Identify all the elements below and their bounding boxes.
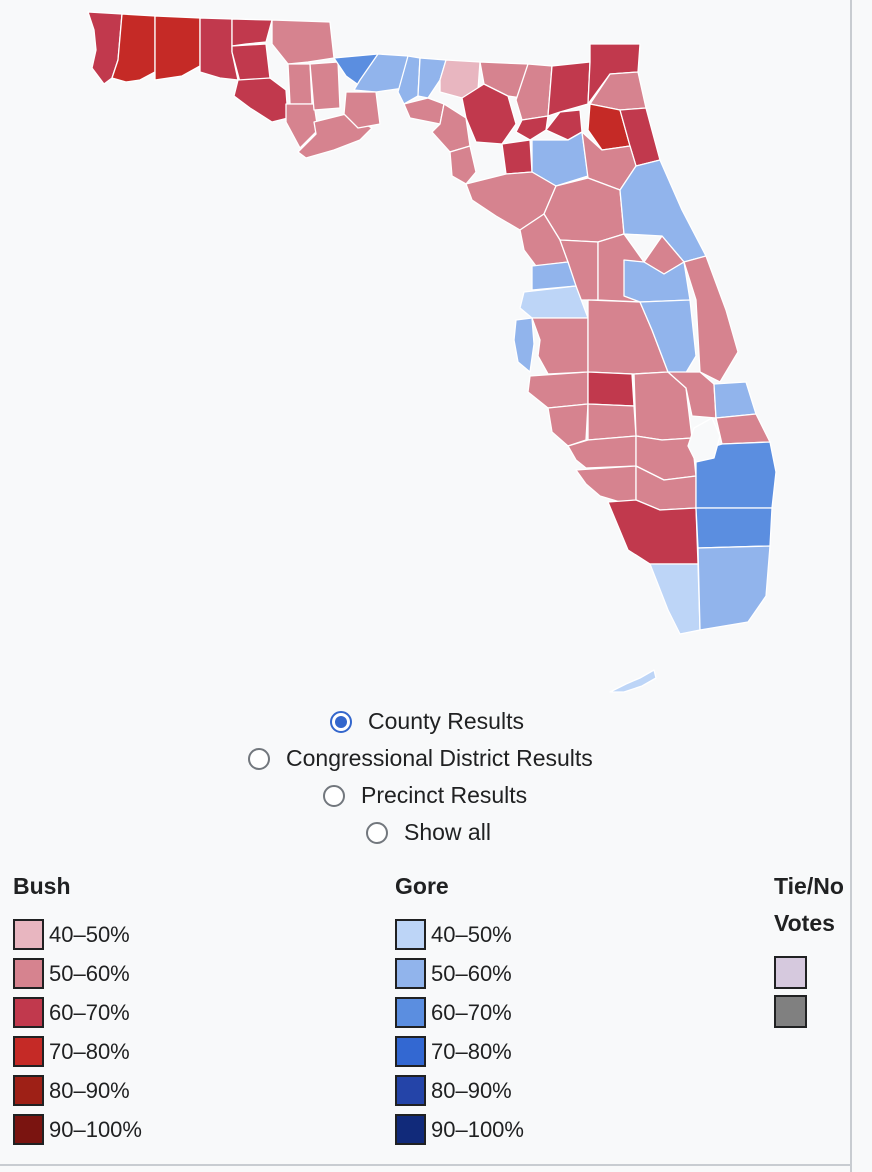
legend-swatch: [395, 1075, 426, 1106]
county-results-label: County Results: [368, 708, 524, 734]
county-st-lucie-martin: [715, 413, 771, 445]
legend-swatch: [13, 919, 44, 950]
county-wakulla: [343, 91, 381, 129]
legend-gore-item: 80–90%: [395, 1071, 524, 1110]
legend-gore-label: 80–90%: [431, 1077, 512, 1103]
county-gulf: [285, 103, 319, 149]
legend-bush-item: 90–100%: [13, 1110, 142, 1149]
county-dixie: [449, 145, 477, 185]
legend-tie-title-line1: Tie/No: [774, 873, 844, 899]
frame-border-bottom: [0, 1164, 852, 1166]
county-liberty: [309, 61, 341, 111]
legend-bush-label: 60–70%: [49, 999, 130, 1025]
legend-gore-label: 60–70%: [431, 999, 512, 1025]
county-pinellas: [513, 317, 535, 373]
legend-swatch: [13, 1036, 44, 1067]
legend-bush-item: 50–60%: [13, 954, 142, 993]
county-union: [515, 115, 549, 141]
county-calhoun: [287, 63, 313, 105]
county-hernando: [531, 261, 577, 291]
county-madison: [417, 57, 447, 99]
florida-county-results-map: [87, 11, 777, 693]
legend-gore-title: Gore: [395, 873, 449, 899]
legend-gore-item: 40–50%: [395, 915, 524, 954]
county-jefferson: [397, 55, 421, 105]
county-sumter: [559, 239, 599, 301]
show-all-option[interactable]: Show all: [366, 819, 491, 846]
legend-gore-label: 70–80%: [431, 1038, 512, 1064]
legend-tie: Tie/No Votes: [774, 868, 844, 1031]
county-monroe-mainland: [649, 563, 701, 635]
county-bay: [233, 77, 289, 123]
legend-bush-item: 80–90%: [13, 1071, 142, 1110]
legend-gore-label: 50–60%: [431, 960, 512, 986]
legend-tie-title-line2: Votes: [774, 910, 835, 936]
legend-bush-label: 90–100%: [49, 1116, 142, 1142]
county-taylor: [403, 97, 445, 125]
legend-swatch: [774, 956, 807, 989]
county-hardee: [587, 371, 635, 407]
county-broward: [695, 507, 773, 549]
legend-swatch: [395, 1114, 426, 1145]
legend-bush-label: 80–90%: [49, 1077, 130, 1103]
precinct-results-radio[interactable]: [323, 784, 345, 807]
show-all-radio[interactable]: [366, 821, 388, 844]
legend-swatch: [774, 995, 807, 1028]
county-lee: [575, 465, 637, 503]
legend-swatch: [395, 997, 426, 1028]
legend-gore-label: 90–100%: [431, 1116, 524, 1142]
legend-novotes-item: [774, 992, 844, 1031]
congressional-district-option[interactable]: Congressional District Results: [248, 745, 593, 772]
legend-gore-label: 40–50%: [431, 921, 512, 947]
legend-swatch: [395, 1036, 426, 1067]
county-columbia: [479, 61, 529, 99]
lake-okeechobee: [687, 417, 721, 463]
county-collier: [607, 499, 699, 565]
legend-bush-item: 60–70%: [13, 993, 142, 1032]
congressional-district-label: Congressional District Results: [286, 745, 593, 771]
precinct-results-label: Precinct Results: [361, 782, 528, 808]
county-brevard: [683, 255, 739, 383]
county-results-option[interactable]: County Results: [330, 708, 524, 735]
county-holmes: [231, 18, 273, 47]
county-jackson: [271, 19, 335, 65]
legend-gore-item: 50–60%: [395, 954, 524, 993]
legend-bush: Bush 40–50% 50–60% 60–70% 70–80% 80–90% …: [13, 868, 142, 1149]
legend-tie-item: [774, 953, 844, 992]
county-okaloosa: [154, 15, 201, 81]
county-sarasota: [547, 403, 589, 447]
county-indian-river: [713, 381, 757, 419]
legend-swatch: [13, 997, 44, 1028]
legend-swatch: [395, 919, 426, 950]
county-bradford: [545, 109, 583, 141]
legend-swatch: [13, 1075, 44, 1106]
legend-bush-label: 50–60%: [49, 960, 130, 986]
county-orange: [623, 259, 691, 303]
precinct-results-option[interactable]: Precinct Results: [323, 782, 527, 809]
legend-bush-item: 40–50%: [13, 915, 142, 954]
legend-bush-item: 70–80%: [13, 1032, 142, 1071]
legend-bush-title: Bush: [13, 873, 71, 899]
county-clay: [547, 61, 591, 117]
legend-swatch: [395, 958, 426, 989]
county-results-radio[interactable]: [330, 710, 352, 733]
show-all-label: Show all: [404, 819, 491, 845]
legend-gore: Gore 40–50% 50–60% 60–70% 70–80% 80–90% …: [395, 868, 524, 1149]
county-hillsborough: [531, 317, 589, 375]
congressional-district-radio[interactable]: [248, 747, 270, 770]
county-gilchrist: [501, 139, 533, 175]
county-desoto: [587, 403, 637, 441]
florida-keys: [609, 669, 657, 693]
legend-bush-label: 70–80%: [49, 1038, 130, 1064]
legend-bush-label: 40–50%: [49, 921, 130, 947]
legend-gore-item: 90–100%: [395, 1110, 524, 1149]
legend-gore-item: 60–70%: [395, 993, 524, 1032]
county-miami-dade: [697, 545, 771, 631]
county-pasco: [519, 285, 589, 319]
county-manatee: [527, 371, 589, 409]
legend-swatch: [13, 1114, 44, 1145]
legend-gore-item: 70–80%: [395, 1032, 524, 1071]
frame-border-right: [850, 0, 852, 1172]
legend-swatch: [13, 958, 44, 989]
